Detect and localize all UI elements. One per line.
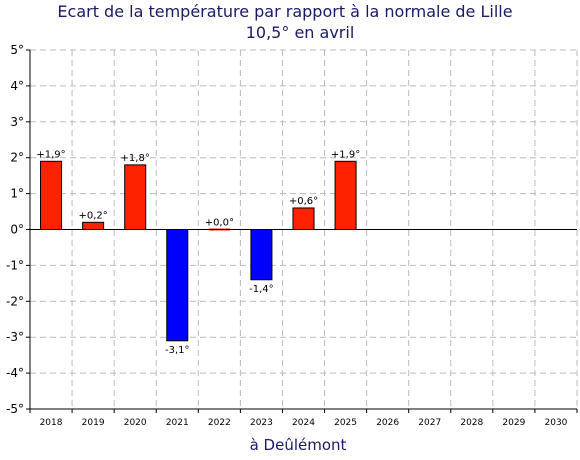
data-label: -3,1° xyxy=(165,345,190,356)
chart-title: Ecart de la température par rapport à la… xyxy=(57,2,512,21)
data-label: +1,8° xyxy=(121,153,150,164)
bar xyxy=(40,160,63,230)
y-tick-label: 1° xyxy=(10,187,24,201)
y-tick-label: -3° xyxy=(6,330,24,344)
x-axis-label: à Deûlémont xyxy=(250,436,347,454)
y-tick-label: -1° xyxy=(6,258,24,272)
y-tick-label: 4° xyxy=(10,79,24,93)
x-tick-label: 2021 xyxy=(166,418,189,428)
x-tick-label: 2024 xyxy=(292,418,315,428)
y-tick-label: 3° xyxy=(10,115,24,129)
data-label: +0,6° xyxy=(289,196,318,207)
x-tick-label: 2022 xyxy=(208,418,231,428)
data-label: +1,9° xyxy=(331,149,360,160)
y-tick-label: 2° xyxy=(10,151,24,165)
bar xyxy=(166,229,189,342)
bar xyxy=(82,221,105,231)
data-label: +0,0° xyxy=(205,218,234,229)
bar xyxy=(124,164,147,231)
x-tick-label: 2026 xyxy=(376,418,399,428)
data-label: +0,2° xyxy=(78,210,107,221)
x-tick-label: 2019 xyxy=(82,418,105,428)
x-tick-label: 2020 xyxy=(124,418,147,428)
y-tick-label: -5° xyxy=(6,402,24,416)
data-label: -1,4° xyxy=(249,284,274,295)
x-tick-label: 2023 xyxy=(250,418,273,428)
y-tick-label: 5° xyxy=(10,43,24,57)
x-tick-label: 2030 xyxy=(545,418,568,428)
x-tick-label: 2029 xyxy=(502,418,525,428)
x-tick-label: 2028 xyxy=(460,418,483,428)
plot-area: 5° 4° 3° 2° 1° 0° -1° -2° -3° -4° -5° 2018 2019 2020 2… xyxy=(6,43,578,428)
data-label: +1,9° xyxy=(36,149,65,160)
y-tick-label: -2° xyxy=(6,294,24,308)
x-tick-label: 2027 xyxy=(418,418,441,428)
x-tick-label: 2018 xyxy=(40,418,63,428)
bar xyxy=(250,229,273,281)
y-tick-label: 0° xyxy=(10,223,24,237)
chart-subtitle: 10,5° en avril xyxy=(246,23,355,42)
y-tick-label: -4° xyxy=(6,366,24,380)
bar xyxy=(292,207,315,231)
x-tick-label: 2025 xyxy=(334,418,357,428)
bar xyxy=(334,160,357,230)
